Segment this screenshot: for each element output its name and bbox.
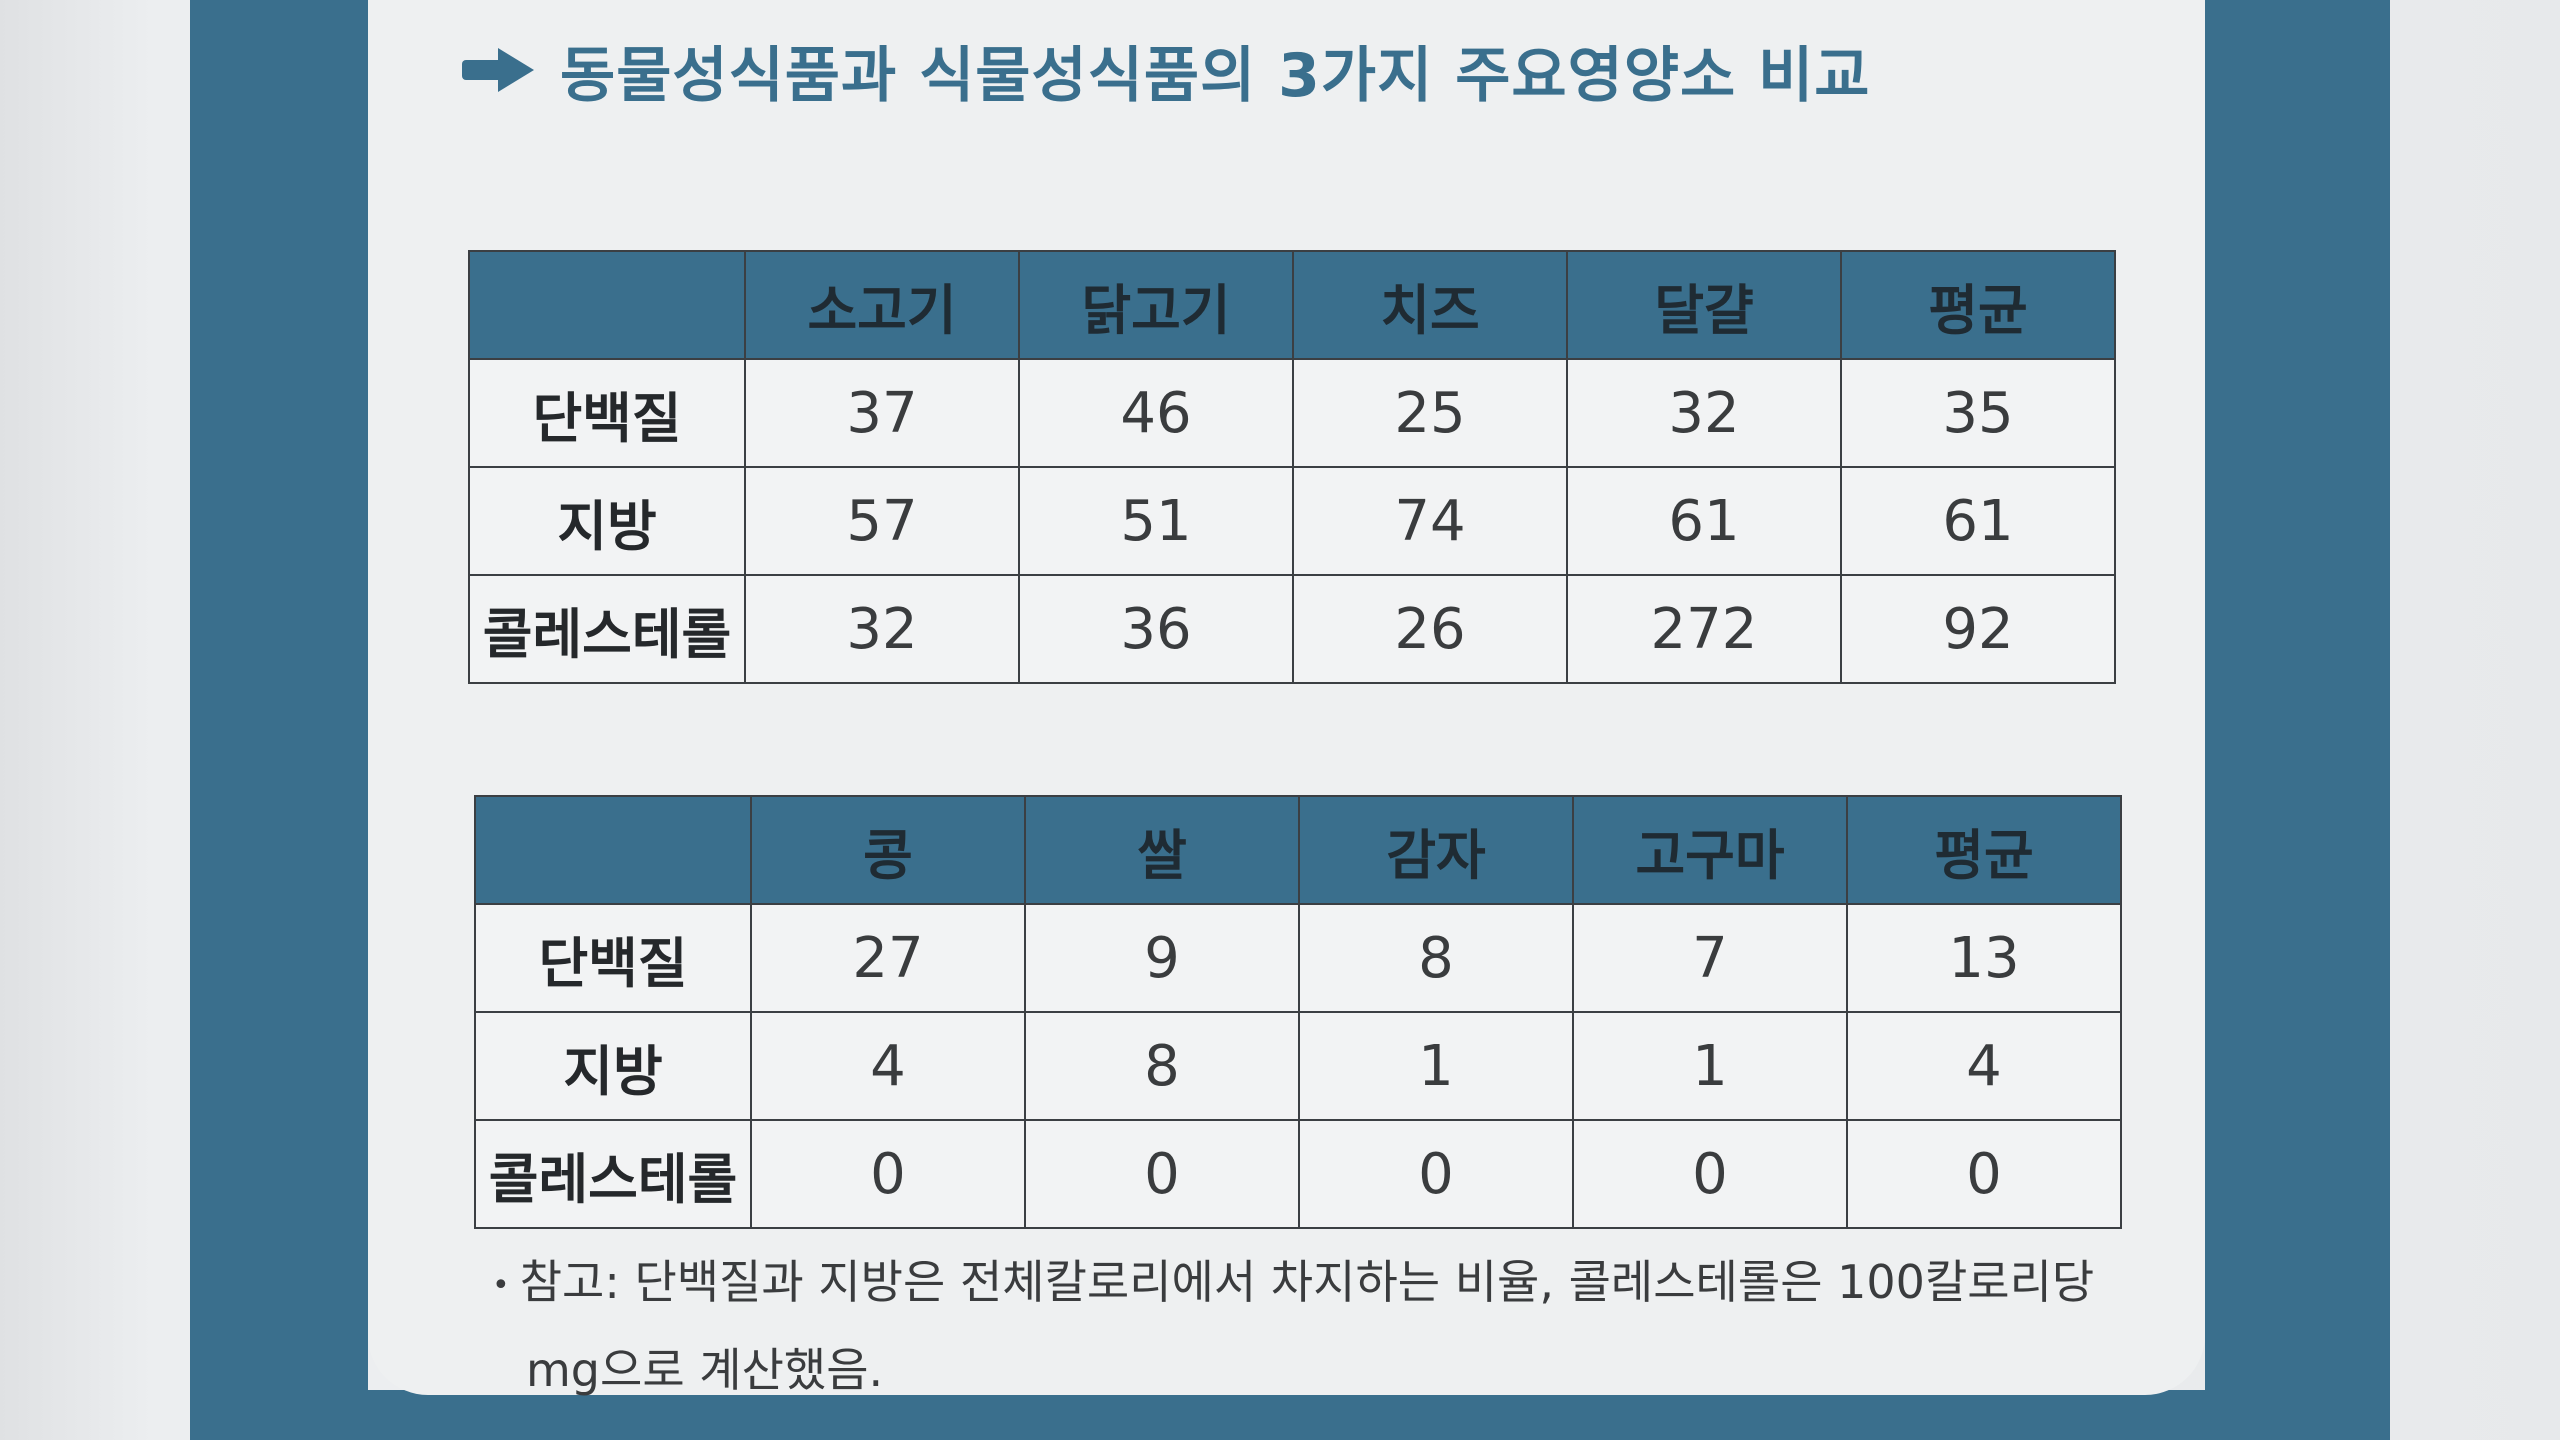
right-border-band <box>2205 0 2390 1440</box>
table-cell: 9 <box>1024 903 1300 1013</box>
table-row: 지방 4 8 1 1 4 <box>474 1011 2122 1121</box>
table-cell: 0 <box>1298 1119 1574 1229</box>
column-header: 평균 <box>1846 795 2122 905</box>
table-row: 콜레스테롤 32 36 26 272 92 <box>468 574 2116 684</box>
footnote-line-1: • 참고: 단백질과 지방은 전체칼로리에서 차지하는 비율, 콜레스테롤은 10… <box>492 1240 2142 1328</box>
bullet-icon: • <box>492 1267 510 1303</box>
table-cell: 0 <box>1024 1119 1300 1229</box>
table-cell: 25 <box>1292 358 1568 468</box>
table-row: 지방 57 51 74 61 61 <box>468 466 2116 576</box>
table-cell: 35 <box>1840 358 2116 468</box>
bottom-border-band <box>190 1390 2390 1440</box>
table-cell: 0 <box>1572 1119 1848 1229</box>
column-header: 닭고기 <box>1018 250 1294 360</box>
table-cell: 0 <box>750 1119 1026 1229</box>
table-cell: 1 <box>1572 1011 1848 1121</box>
table-cell: 46 <box>1018 358 1294 468</box>
table-cell: 57 <box>744 466 1020 576</box>
table-cell: 61 <box>1566 466 1842 576</box>
row-header: 단백질 <box>474 903 752 1013</box>
column-header: 감자 <box>1298 795 1574 905</box>
table-cell: 74 <box>1292 466 1568 576</box>
animal-food-table: 소고기 닭고기 치즈 달걀 평균 단백질 37 46 25 32 35 지방 5… <box>468 250 2116 684</box>
table-cell: 4 <box>1846 1011 2122 1121</box>
table-cell: 32 <box>744 574 1020 684</box>
table-cell: 51 <box>1018 466 1294 576</box>
table-cell: 8 <box>1024 1011 1300 1121</box>
table-cell: 37 <box>744 358 1020 468</box>
table-cell: 7 <box>1572 903 1848 1013</box>
footnote-text-1: 참고: 단백질과 지방은 전체칼로리에서 차지하는 비율, 콜레스테롤은 100… <box>519 1255 2095 1309</box>
table-row: 단백질 27 9 8 7 13 <box>474 903 2122 1013</box>
table-row: 단백질 37 46 25 32 35 <box>468 358 2116 468</box>
row-header: 지방 <box>474 1011 752 1121</box>
column-header <box>474 795 752 905</box>
column-header: 콩 <box>750 795 1026 905</box>
column-header: 달걀 <box>1566 250 1842 360</box>
table-cell: 27 <box>750 903 1026 1013</box>
column-header: 쌀 <box>1024 795 1300 905</box>
footnote-line-2: mg으로 계산했음. <box>492 1328 2142 1412</box>
footnote-text-2: mg으로 계산했음. <box>526 1342 884 1397</box>
footnote: • 참고: 단백질과 지방은 전체칼로리에서 차지하는 비율, 콜레스테롤은 10… <box>492 1240 2142 1412</box>
column-header: 고구마 <box>1572 795 1848 905</box>
table-cell: 0 <box>1846 1119 2122 1229</box>
column-header: 소고기 <box>744 250 1020 360</box>
plant-food-table: 콩 쌀 감자 고구마 평균 단백질 27 9 8 7 13 지방 4 8 1 1 <box>474 795 2122 1229</box>
column-header: 치즈 <box>1292 250 1568 360</box>
table-row: 콜레스테롤 0 0 0 0 0 <box>474 1119 2122 1229</box>
section-title: 동물성식품과 식물성식품의 3가지 주요영양소 비교 <box>462 20 1871 120</box>
column-header <box>468 250 746 360</box>
left-border-band <box>190 0 368 1440</box>
row-header: 콜레스테롤 <box>468 574 746 684</box>
table-cell: 1 <box>1298 1011 1574 1121</box>
row-header: 콜레스테롤 <box>474 1119 752 1229</box>
section-title-text: 동물성식품과 식물성식품의 3가지 주요영양소 비교 <box>560 40 1871 111</box>
table-cell: 61 <box>1840 466 2116 576</box>
table-cell: 4 <box>750 1011 1026 1121</box>
table-cell: 92 <box>1840 574 2116 684</box>
table-header-row: 콩 쌀 감자 고구마 평균 <box>474 795 2122 905</box>
table-cell: 272 <box>1566 574 1842 684</box>
row-header: 단백질 <box>468 358 746 468</box>
table-header-row: 소고기 닭고기 치즈 달걀 평균 <box>468 250 2116 360</box>
row-header: 지방 <box>468 466 746 576</box>
table-cell: 26 <box>1292 574 1568 684</box>
column-header: 평균 <box>1840 250 2116 360</box>
table-cell: 8 <box>1298 903 1574 1013</box>
arrow-right-icon <box>462 48 534 92</box>
table-cell: 13 <box>1846 903 2122 1013</box>
table-cell: 36 <box>1018 574 1294 684</box>
table-cell: 32 <box>1566 358 1842 468</box>
